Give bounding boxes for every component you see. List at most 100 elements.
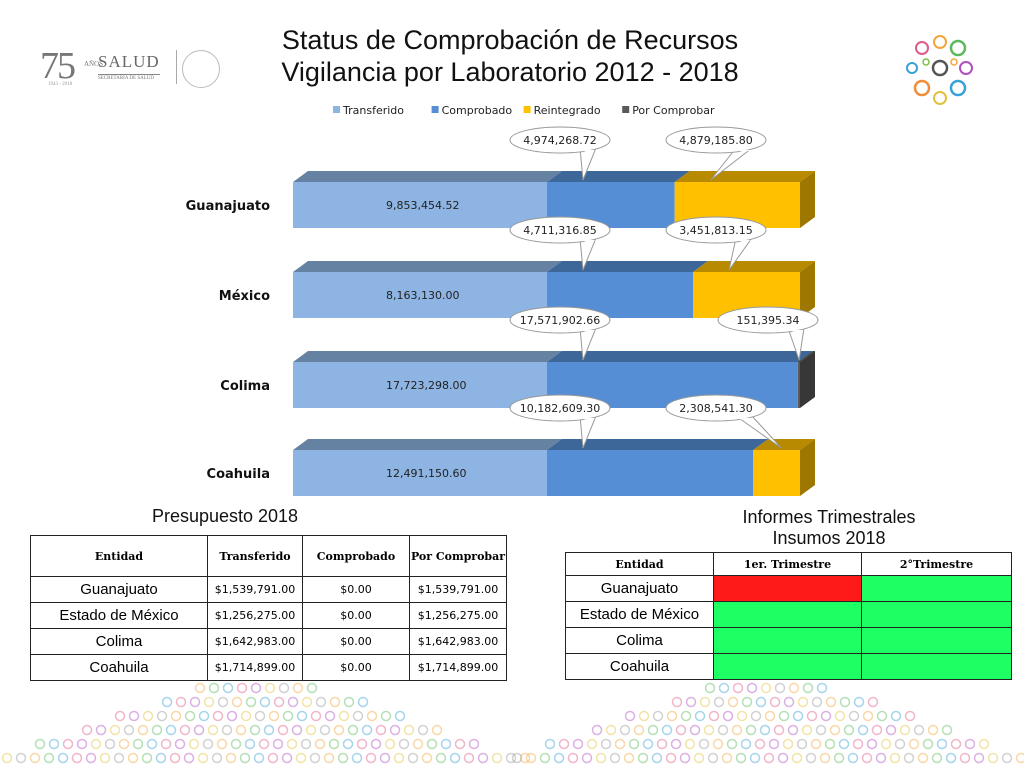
presupuesto-cell: Guanajuato: [30, 576, 208, 603]
presupuesto-table: Entidad Transferido Comprobado Por Compr…: [30, 535, 507, 681]
decor-ring: [722, 710, 734, 722]
category-label-0: Guanajuato: [186, 199, 270, 214]
decor-ring: [539, 752, 551, 764]
callout-join-3-2: [734, 418, 752, 420]
presupuesto-cell: $1,642,983.00: [207, 628, 303, 655]
table-row: Guanajuato $1,539,791.00 $0.00 $1,539,79…: [30, 576, 507, 603]
decor-ring: [759, 724, 771, 736]
decorative-rings-pattern: [1, 682, 1024, 764]
decor-ring: [104, 738, 116, 750]
table-row: Estado de México $1,256,275.00 $0.00 $1,…: [30, 602, 507, 629]
callout-bubble-2-1: [509, 306, 611, 334]
decor-ring: [825, 696, 837, 708]
table-row: Coahuila $1,714,899.00 $0.00 $1,714,899.…: [30, 654, 507, 681]
decor-ring: [553, 752, 565, 764]
decor-ring: [301, 696, 313, 708]
decor-ring: [440, 738, 452, 750]
decor-ring: [931, 752, 943, 764]
legend-swatch-1: [431, 106, 439, 113]
decor-ring: [57, 752, 69, 764]
decor-ring: [694, 710, 706, 722]
decor-ring: [740, 738, 752, 750]
decor-ring: [913, 724, 925, 736]
decor-ring: [824, 738, 836, 750]
decor-ring: [834, 710, 846, 722]
callout-join-2-3: [786, 330, 804, 332]
legend-label-1: Comprobado: [442, 104, 513, 117]
decor-ring: [426, 738, 438, 750]
decor-ring: [71, 752, 83, 764]
decor-ring: [76, 738, 88, 750]
data-label-2-3: 151,395.34: [737, 314, 800, 327]
decor-ring: [197, 752, 209, 764]
decor-ring: [707, 752, 719, 764]
decor-ring: [839, 696, 851, 708]
data-label-1-1: 4,711,316.85: [523, 224, 596, 237]
bar-México-Transferido: [293, 272, 547, 318]
decor-ring: [922, 738, 934, 750]
decor-ring: [866, 738, 878, 750]
decor-ring: [903, 752, 915, 764]
decor-ring: [468, 738, 480, 750]
decor-ring: [319, 724, 331, 736]
callout-0-2: 4,879,185.80: [665, 126, 767, 181]
informes-table: Entidad 1er. Trimestre 2°Trimestre Guana…: [565, 552, 1012, 680]
decor-ring: [671, 696, 683, 708]
decor-ring: [769, 696, 781, 708]
presupuesto-header-entidad: Entidad: [30, 535, 208, 577]
bar-Colima-Transferido: [293, 362, 547, 408]
decor-ring: [797, 696, 809, 708]
table-row: Colima $1,642,983.00 $0.00 $1,642,983.00: [30, 628, 507, 655]
decor-ring: [862, 710, 874, 722]
presupuesto-cell: Coahuila: [30, 654, 208, 681]
decor-ring: [250, 682, 262, 694]
decor-ring: [773, 724, 785, 736]
decor-ring: [815, 724, 827, 736]
decor-ring: [324, 710, 336, 722]
decor-ring: [852, 738, 864, 750]
table-row: Coahuila: [565, 653, 1012, 680]
decor-ring: [964, 738, 976, 750]
decor-ring: [118, 738, 130, 750]
page-title: Status de Comprobación de Recursos Vigil…: [200, 24, 820, 88]
decor-ring: [806, 710, 818, 722]
decor-ring: [99, 752, 111, 764]
decor-ring: [421, 752, 433, 764]
decor-ring: [398, 738, 410, 750]
decor-ring: [454, 738, 466, 750]
decor-ring: [300, 738, 312, 750]
informes-header-row: Entidad 1er. Trimestre 2°Trimestre: [565, 552, 1012, 576]
decor-ring: [351, 752, 363, 764]
decor-ring: [249, 724, 261, 736]
decor-ring: [90, 738, 102, 750]
decor-ring: [746, 682, 758, 694]
decor-ring: [203, 696, 215, 708]
bar-top-Guanajuato-0: [293, 171, 562, 182]
chart-legend: Transferido Comprobado Reintegrado Por Comp…: [333, 104, 715, 117]
presupuesto-header-row: Entidad Transferido Comprobado Por Compr…: [30, 535, 507, 577]
decor-ring: [394, 710, 406, 722]
decor-ring: [287, 696, 299, 708]
bar-top-Colima-3: [797, 351, 815, 362]
callout-bubble-0-2: [665, 126, 767, 154]
decor-ring: [760, 682, 772, 694]
decor-ring: [805, 752, 817, 764]
bar-side-México: [800, 261, 815, 318]
decor-ring: [689, 724, 701, 736]
decor-ring: [142, 710, 154, 722]
decor-ring: [519, 752, 531, 764]
presupuesto-title: Presupuesto 2018: [151, 506, 299, 526]
decor-ring: [193, 724, 205, 736]
presupuesto-header-comprobado: Comprobado: [302, 535, 410, 577]
decor-ring: [973, 752, 985, 764]
decor-ring: [188, 738, 200, 750]
decor-ring: [978, 738, 990, 750]
callout-3-1: 10,182,609.30: [509, 394, 611, 449]
decor-ring: [647, 724, 659, 736]
callout-2-3: 151,395.34: [717, 306, 819, 361]
decor-ring: [721, 752, 733, 764]
decor-ring: [801, 724, 813, 736]
data-label-transferido-0: 9,853,454.52: [386, 199, 459, 212]
decor-ring: [337, 752, 349, 764]
presupuesto-cell: $1,256,275.00: [409, 602, 507, 629]
